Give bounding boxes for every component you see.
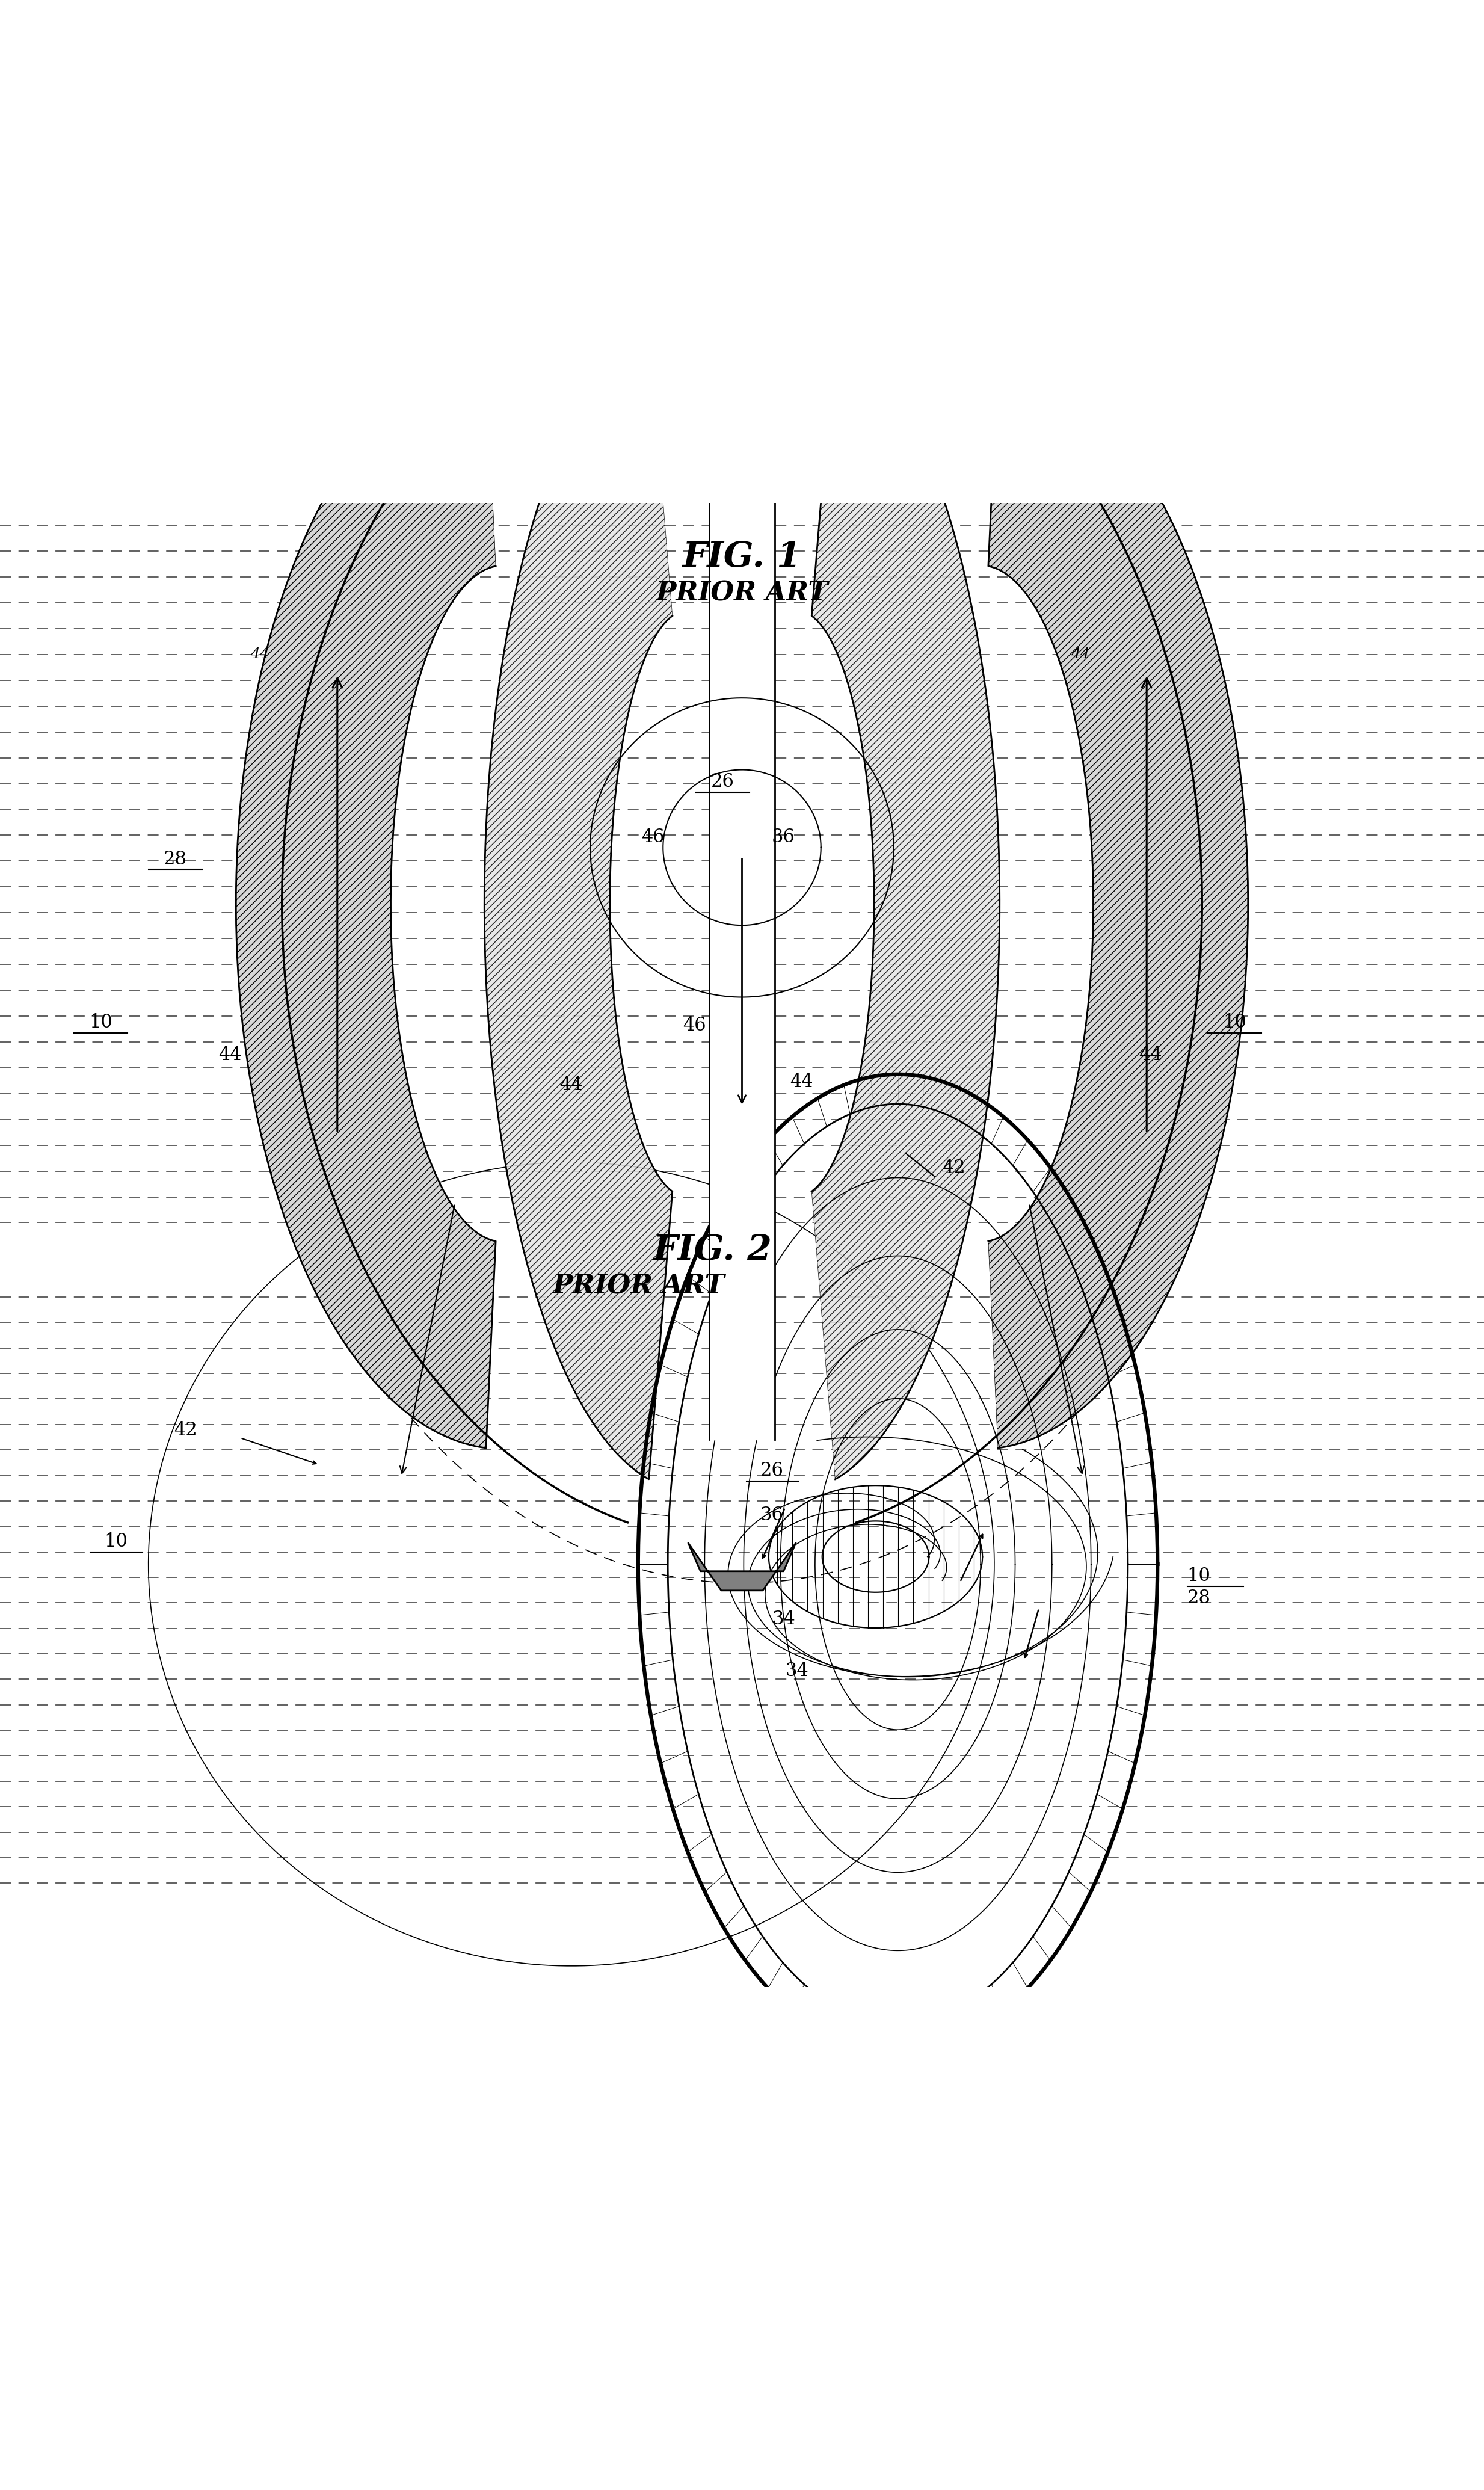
Text: 10: 10 (104, 1531, 128, 1551)
Polygon shape (484, 329, 672, 1479)
Text: 10: 10 (1187, 1566, 1211, 1586)
Polygon shape (988, 359, 1248, 1449)
Text: 44: 44 (251, 647, 269, 662)
Text: 34: 34 (785, 1661, 809, 1681)
Text: 26: 26 (760, 1462, 784, 1479)
Text: 44: 44 (1138, 1046, 1162, 1063)
Text: 28: 28 (163, 849, 187, 869)
Text: 46: 46 (641, 827, 665, 847)
Text: 10: 10 (1223, 1013, 1247, 1031)
Text: FIG. 1: FIG. 1 (683, 540, 801, 575)
Text: FIG. 2: FIG. 2 (653, 1233, 772, 1267)
Text: 10: 10 (89, 1013, 113, 1031)
Text: 34: 34 (772, 1609, 795, 1628)
Polygon shape (689, 1544, 795, 1591)
Polygon shape (236, 359, 496, 1449)
Text: 44: 44 (1071, 647, 1089, 662)
Text: 44: 44 (789, 1073, 813, 1091)
Polygon shape (812, 329, 1000, 1479)
Text: 36: 36 (760, 1506, 784, 1524)
Text: 46: 46 (683, 1016, 706, 1036)
Text: 44: 44 (218, 1046, 242, 1063)
Text: PRIOR ART: PRIOR ART (656, 580, 828, 605)
Text: 28: 28 (1187, 1589, 1211, 1609)
Text: 26: 26 (711, 772, 735, 792)
Text: 44: 44 (559, 1076, 583, 1093)
Text: 42: 42 (174, 1422, 197, 1439)
Text: 42: 42 (942, 1158, 966, 1178)
Text: PRIOR ART: PRIOR ART (552, 1272, 724, 1300)
Text: 36: 36 (772, 827, 795, 847)
